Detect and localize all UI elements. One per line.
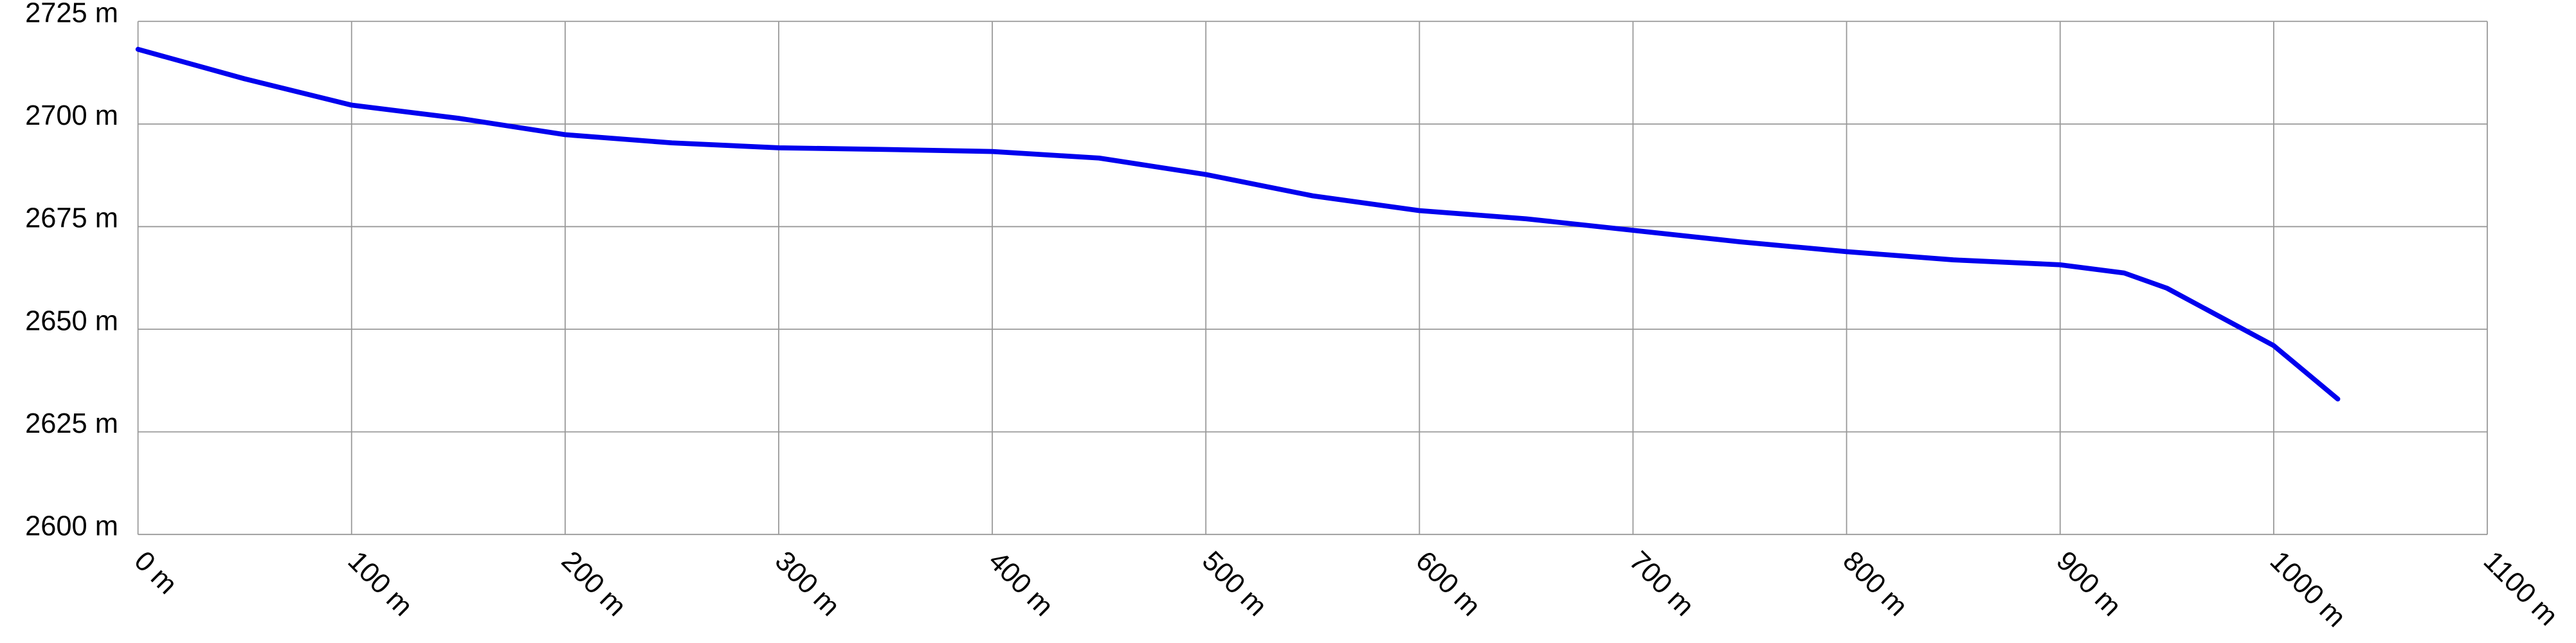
x-tick-label: 1000 m (2264, 545, 2352, 633)
x-tick-label: 800 m (1837, 545, 1913, 622)
elevation-line (135, 46, 2341, 402)
y-tick-label: 2700 m (25, 100, 118, 131)
x-tick-label: 700 m (1623, 545, 1700, 622)
y-tick-label: 2625 m (25, 408, 118, 439)
x-tick-label: 200 m (556, 545, 632, 622)
x-tick-label: 100 m (342, 545, 419, 622)
x-tick-label: 400 m (983, 545, 1059, 622)
x-tick-label: 900 m (2051, 545, 2127, 622)
y-tick-label: 2675 m (25, 203, 118, 234)
y-tick-label: 2600 m (25, 511, 118, 541)
x-tick-label: 600 m (1410, 545, 1486, 622)
y-tick-label: 2725 m (25, 0, 118, 29)
x-tick-label: 1100 m (2478, 545, 2564, 631)
x-tick-label: 500 m (1196, 545, 1273, 622)
y-tick-label: 2650 m (25, 305, 118, 336)
x-tick-label: 300 m (769, 545, 846, 622)
x-tick-label: 0 m (128, 545, 183, 600)
